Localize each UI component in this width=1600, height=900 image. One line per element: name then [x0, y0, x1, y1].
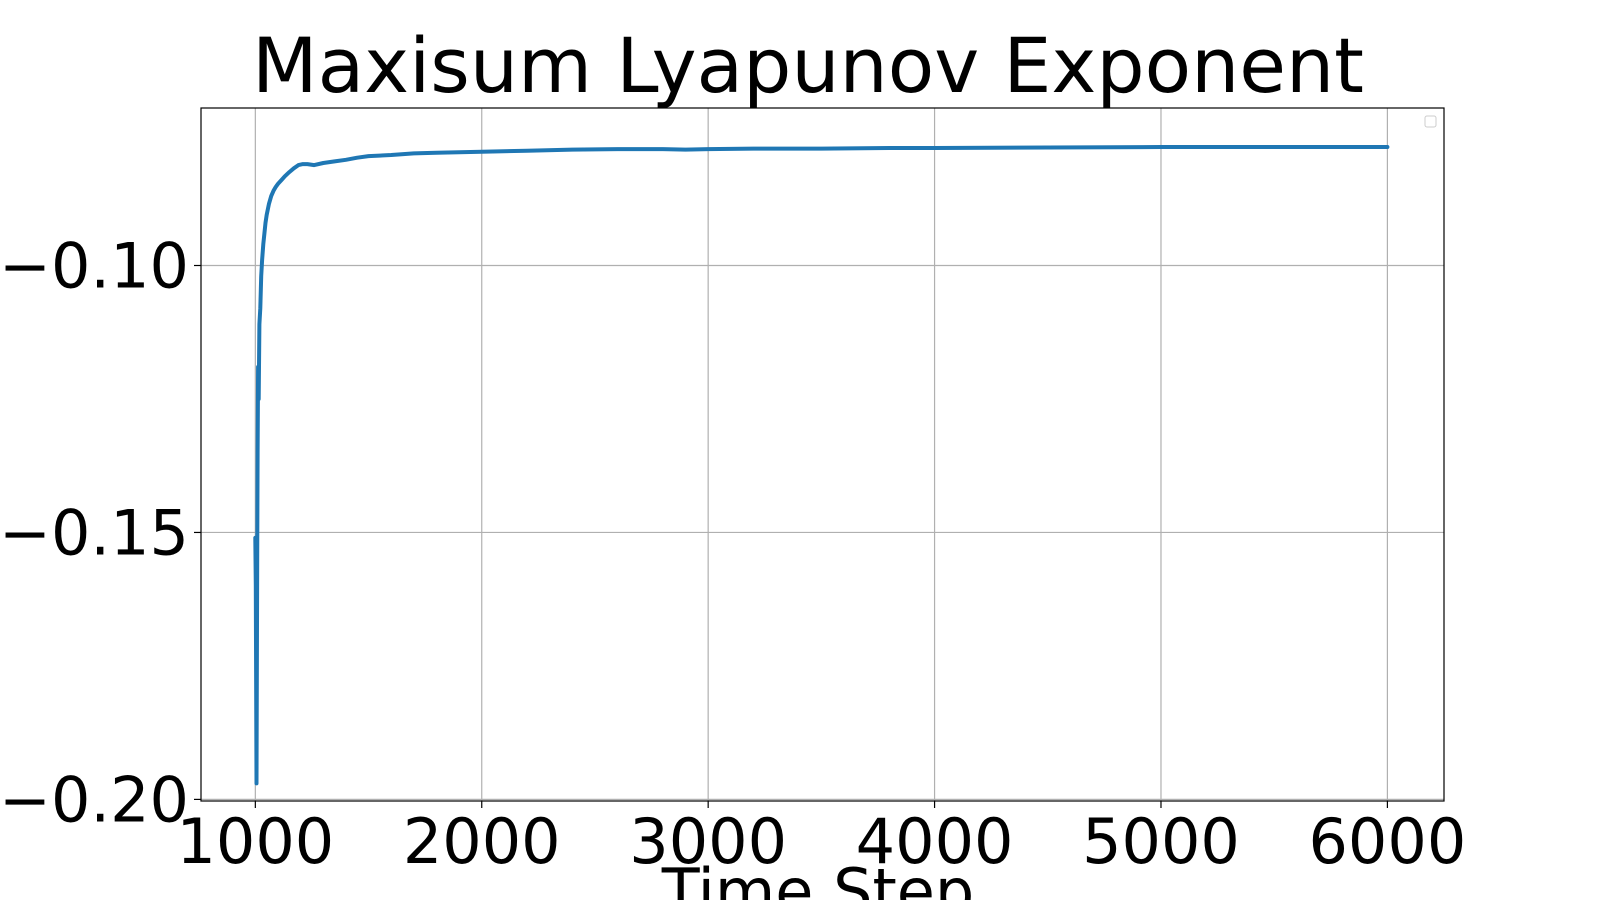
y-tick-label: −0.15 — [0, 496, 189, 569]
grid-lines — [201, 108, 1444, 801]
x-tick-label: 5000 — [1082, 805, 1240, 878]
chart-title: Maxisum Lyapunov Exponent — [252, 21, 1364, 110]
x-tick-label: 3000 — [629, 805, 787, 878]
x-tick-label: 2000 — [403, 805, 561, 878]
x-tick-label: 6000 — [1308, 805, 1466, 878]
x-tick-label: 4000 — [856, 805, 1014, 878]
x-axis-ticks: 1000 2000 3000 4000 5000 6000 — [176, 801, 1466, 878]
y-tick-label: −0.10 — [0, 230, 189, 303]
series-line-0 — [253, 145, 1390, 786]
y-tick-label: −0.20 — [0, 763, 189, 836]
series-layer — [253, 145, 1390, 786]
legend-box — [1424, 115, 1437, 128]
plot-area — [200, 107, 1445, 802]
y-axis-ticks: −0.10 −0.15 −0.20 — [0, 230, 201, 836]
x-axis-title: Time Step — [661, 855, 975, 900]
x-tick-label: 1000 — [176, 805, 334, 878]
